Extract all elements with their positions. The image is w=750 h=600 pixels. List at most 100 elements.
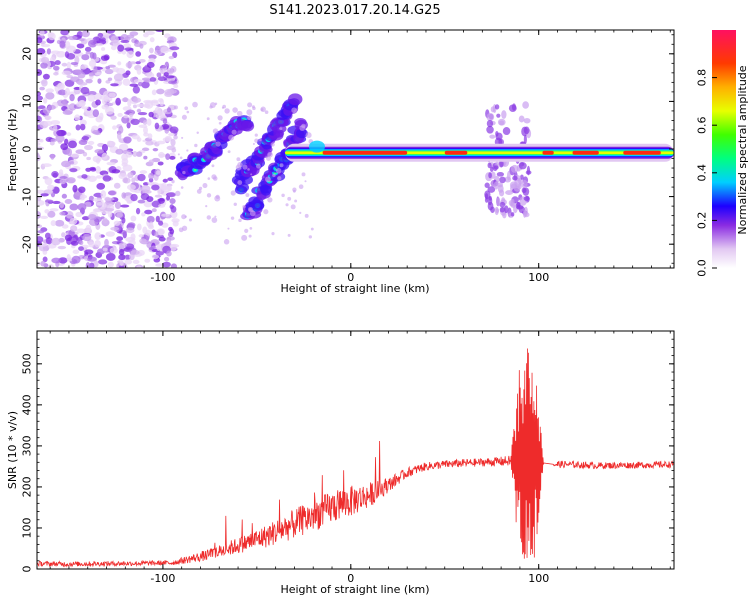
noise-speckle xyxy=(99,112,104,121)
noise-speckle xyxy=(85,167,92,172)
noise-speckle xyxy=(78,139,88,146)
disturbance-blob xyxy=(489,166,494,172)
y-tick-label: -10 xyxy=(21,188,34,206)
noise-speckle xyxy=(69,203,79,211)
snr-x-label: Height of straight line (km) xyxy=(280,583,429,596)
noise-speckle xyxy=(58,257,68,264)
scatter-dot xyxy=(265,176,271,183)
scatter-dot xyxy=(292,189,296,193)
noise-speckle xyxy=(101,143,109,152)
noise-speckle xyxy=(44,199,54,203)
noise-speckle xyxy=(82,216,90,221)
noise-speckle xyxy=(104,68,114,75)
disturbance-blob xyxy=(499,206,505,213)
disturbance-blob xyxy=(516,201,521,208)
noise-speckle xyxy=(80,64,88,70)
noise-speckle xyxy=(54,219,65,227)
noise-speckle xyxy=(141,212,146,217)
noise-speckle xyxy=(87,213,97,221)
noise-speckle xyxy=(110,115,117,120)
noise-speckle xyxy=(45,237,53,245)
noise-speckle xyxy=(147,133,153,139)
noise-speckle xyxy=(158,197,165,204)
scatter-dot xyxy=(285,203,289,207)
disturbance-blob xyxy=(499,176,506,184)
noise-speckle xyxy=(92,129,100,135)
noise-speckle xyxy=(148,172,155,180)
colorbar-tick-label: 0.8 xyxy=(696,69,709,87)
noise-speckle xyxy=(155,88,165,95)
disturbance-blob xyxy=(523,196,530,202)
scatter-dot xyxy=(211,174,217,180)
noise-speckle xyxy=(169,46,180,51)
noise-speckle xyxy=(117,112,123,118)
scatter-dot xyxy=(223,239,230,245)
noise-speckle xyxy=(67,35,78,41)
noise-speckle xyxy=(92,155,102,163)
noise-speckle xyxy=(90,167,97,172)
noise-speckle xyxy=(37,189,46,194)
disturbance-blob xyxy=(521,187,527,194)
disturbance-blob xyxy=(487,186,496,193)
noise-speckle xyxy=(76,31,83,39)
carrier-max-segment xyxy=(322,150,408,155)
noise-speckle xyxy=(154,106,161,114)
noise-speckle xyxy=(160,185,168,191)
noise-speckle xyxy=(92,197,102,202)
x-tick-label: -100 xyxy=(150,271,175,284)
noise-speckle xyxy=(100,55,110,61)
noise-speckle xyxy=(120,34,129,42)
colorbar-gradient xyxy=(712,30,736,268)
noise-speckle xyxy=(40,215,49,220)
noise-speckle xyxy=(59,211,66,216)
noise-speckle xyxy=(143,132,149,137)
noise-speckle xyxy=(172,51,178,59)
noise-speckle xyxy=(132,97,142,103)
noise-speckle xyxy=(91,125,99,132)
scatter-dot xyxy=(259,138,262,142)
noise-speckle xyxy=(40,260,46,267)
noise-speckle xyxy=(143,103,151,108)
noise-speckle xyxy=(127,99,132,107)
scatter-dot xyxy=(205,205,208,208)
carrier-max-segment xyxy=(572,150,599,155)
noise-speckle xyxy=(112,125,117,130)
scatter-dot xyxy=(291,107,297,114)
noise-speckle xyxy=(72,249,80,255)
noise-speckle xyxy=(59,176,68,180)
scatter-dot xyxy=(215,141,221,147)
noise-speckle xyxy=(123,136,132,144)
noise-speckle xyxy=(42,256,48,263)
scatter-dot xyxy=(177,153,180,156)
scatter-dot xyxy=(251,209,254,213)
noise-speckle xyxy=(60,30,69,36)
scatter-dot xyxy=(192,101,198,108)
y-tick-label: 400 xyxy=(21,394,34,415)
noise-speckle xyxy=(62,110,73,115)
noise-speckle xyxy=(37,138,42,143)
noise-speckle xyxy=(141,147,150,152)
noise-speckle xyxy=(146,61,155,69)
noise-speckle xyxy=(85,51,91,55)
scatter-dot xyxy=(184,106,189,111)
scatter-dot xyxy=(255,163,261,169)
noise-speckle xyxy=(95,99,101,106)
carrier-max-segment xyxy=(444,150,468,155)
noise-speckle xyxy=(155,215,160,223)
noise-speckle xyxy=(135,51,142,57)
noise-speckle xyxy=(169,155,176,160)
disturbance-blob xyxy=(506,170,511,181)
scatter-dot xyxy=(267,151,273,158)
noise-speckle xyxy=(107,77,113,81)
scatter-dot xyxy=(232,107,238,113)
scatter-dot xyxy=(227,150,231,154)
noise-speckle xyxy=(143,200,153,208)
spectrogram-x-ticks: -100 0 100 xyxy=(49,30,671,284)
noise-speckle xyxy=(66,53,76,60)
noise-speckle xyxy=(78,246,84,251)
noise-speckle xyxy=(118,254,126,261)
noise-speckle xyxy=(37,91,42,96)
noise-speckle xyxy=(129,83,139,87)
y-tick-label: 200 xyxy=(21,476,34,497)
noise-speckle xyxy=(145,229,152,236)
